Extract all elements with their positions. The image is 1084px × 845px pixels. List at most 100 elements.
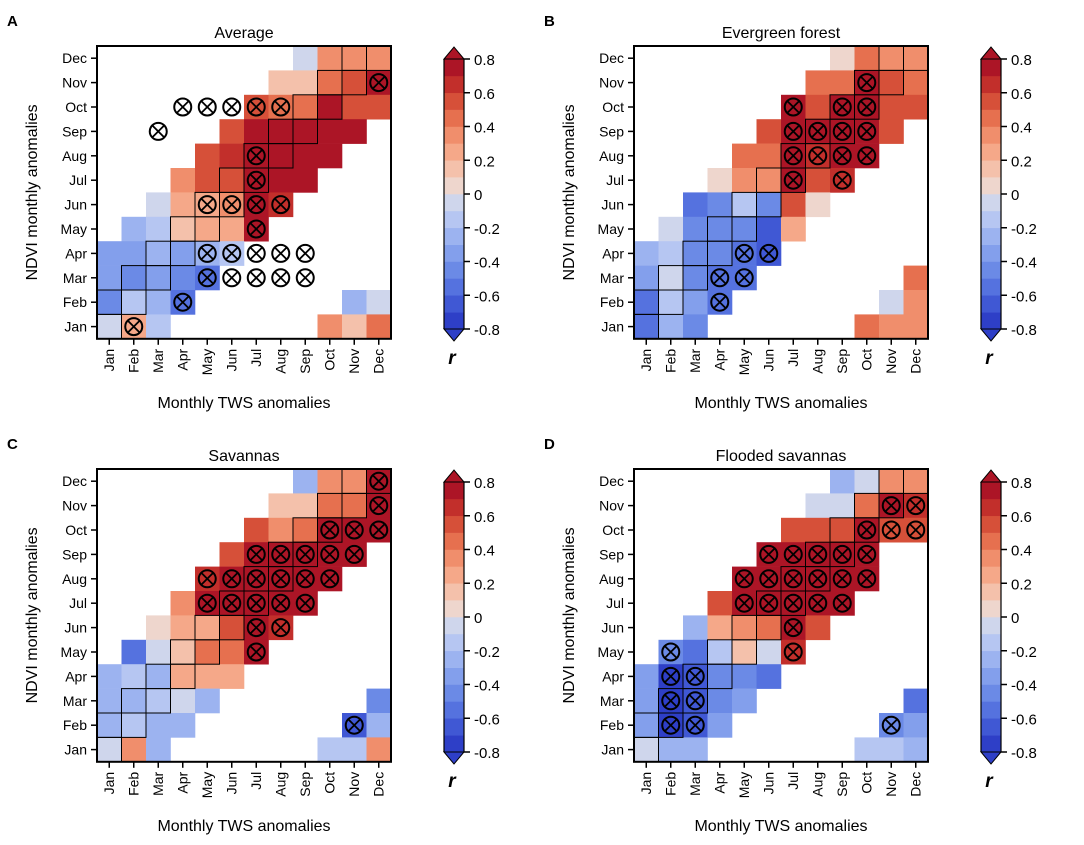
- heatmap-cell: [683, 314, 708, 340]
- heatmap-cell: [732, 688, 757, 714]
- significance-marker: [783, 593, 803, 613]
- heatmap-cell: [658, 216, 684, 242]
- colorbar-bin: [444, 498, 464, 517]
- heatmap-cell: [170, 192, 196, 218]
- heatmap-cell: [97, 664, 122, 689]
- heatmap-cell: [317, 119, 343, 144]
- heatmap-cell: [219, 664, 245, 689]
- significance-marker: [857, 121, 877, 141]
- y-tick-label: Sep: [599, 123, 624, 139]
- significance-marker: [246, 593, 266, 613]
- significance-marker: [734, 243, 754, 263]
- heatmap-cell: [366, 94, 392, 120]
- colorbar-bin: [981, 295, 1001, 313]
- heatmap-cell: [97, 265, 122, 291]
- significance-marker: [369, 471, 389, 491]
- colorbar-bin: [444, 566, 464, 584]
- heatmap-cell: [805, 517, 831, 543]
- colorbar-bin: [981, 566, 1001, 584]
- colorbar-tick-label: 0: [1011, 187, 1019, 204]
- heatmap-cell: [879, 46, 904, 71]
- significance-marker: [759, 243, 779, 263]
- panel-label: A: [7, 13, 18, 30]
- colorbar-tick-label: 0.4: [474, 543, 495, 560]
- significance-marker: [734, 268, 754, 288]
- colorbar-bin: [981, 177, 1001, 195]
- colorbar-bin: [981, 650, 1001, 668]
- colorbar-bin: [981, 735, 1001, 753]
- x-tick-label: Nov: [346, 772, 362, 797]
- heatmap-cell: [805, 94, 831, 120]
- colorbar-bin: [981, 244, 1001, 262]
- heatmap-cell: [830, 517, 855, 543]
- x-tick-label: Sep: [297, 349, 313, 374]
- x-tick-label: Sep: [297, 772, 313, 797]
- significance-marker: [808, 121, 828, 141]
- colorbar-tick-label: 0.4: [474, 120, 495, 137]
- significance-marker: [857, 146, 877, 166]
- heatmap-cell: [903, 70, 929, 96]
- colorbar: 0.8 0.6 0.4 0.2 0 -0.2 -0.4 -0.6 -0.8 r: [979, 46, 1037, 369]
- significance-marker: [246, 195, 266, 215]
- x-tick-label: Mar: [150, 348, 166, 372]
- colorbar: 0.8 0.6 0.4 0.2 0 -0.2 -0.4 -0.6 -0.8 r: [442, 46, 500, 369]
- significance-marker: [857, 520, 877, 540]
- heatmap-cell: [707, 168, 733, 193]
- x-tick-label: Nov: [883, 772, 899, 797]
- x-tick-label: Feb: [663, 349, 679, 373]
- heatmap-cell: [170, 591, 196, 616]
- colorbar-bin: [444, 650, 464, 668]
- colorbar-bin: [981, 75, 1001, 94]
- heatmap-cell: [634, 664, 659, 689]
- colorbar-bin: [444, 177, 464, 195]
- colorbar-tick-label: -0.2: [474, 221, 500, 238]
- heatmap-cell: [195, 216, 220, 242]
- heatmap-cell: [342, 493, 367, 519]
- colorbar-min-arrow: [979, 751, 1003, 765]
- heatmap-cell: [317, 70, 343, 96]
- heatmap-cell: [830, 70, 855, 96]
- significance-marker: [685, 666, 705, 686]
- significance-marker: [246, 170, 266, 190]
- heatmap-cell: [854, 737, 880, 763]
- y-tick-label: Apr: [65, 668, 87, 684]
- heatmap-cell: [170, 265, 196, 291]
- colorbar-tick-label: 0.8: [1011, 52, 1032, 69]
- colorbar-label: r: [985, 771, 994, 792]
- heatmap-cell: [683, 639, 708, 665]
- colorbar-bin: [444, 312, 464, 330]
- y-tick-label: Aug: [599, 571, 624, 587]
- heatmap-cell: [195, 143, 220, 169]
- heatmap-cell: [342, 290, 367, 315]
- heatmap-cell: [268, 119, 294, 144]
- heatmap-cell: [195, 615, 220, 641]
- x-tick-label: Aug: [273, 772, 289, 797]
- colorbar-tick-label: 0.2: [474, 153, 495, 170]
- colorbar-tick-label: 0.6: [474, 86, 495, 103]
- heatmap-cell: [146, 314, 171, 340]
- heatmap-cell: [146, 664, 171, 689]
- colorbar-bin: [444, 617, 464, 635]
- significance-marker: [783, 146, 803, 166]
- heatmap-cell: [903, 737, 929, 763]
- colorbar-bin: [444, 59, 464, 77]
- heatmap-cell: [366, 46, 392, 71]
- x-axis-label: Monthly TWS anomalies: [694, 818, 867, 835]
- colorbar-bin: [444, 701, 464, 719]
- heatmap-cell: [830, 493, 855, 519]
- heatmap-cell: [317, 737, 343, 763]
- significance-marker: [857, 569, 877, 589]
- y-tick-label: Apr: [65, 245, 87, 261]
- heatmap-cell: [317, 46, 343, 71]
- colorbar-tick-label: -0.4: [474, 678, 500, 695]
- heatmap-cell: [781, 517, 806, 543]
- y-tick-label: Jul: [69, 595, 87, 611]
- heatmap-cell: [97, 688, 122, 714]
- panel-d: D Flooded savannas Dec Nov Oct Sep Aug Jul Jun Ma…: [544, 436, 1037, 835]
- significance-marker: [173, 97, 193, 117]
- colorbar-tick-label: 0.8: [1011, 475, 1032, 492]
- significance-marker: [222, 195, 242, 215]
- colorbar-tick-label: 0: [1011, 610, 1019, 627]
- y-axis-label: NDVI monthly anomalies: [561, 104, 578, 280]
- heatmap-cell: [293, 517, 318, 543]
